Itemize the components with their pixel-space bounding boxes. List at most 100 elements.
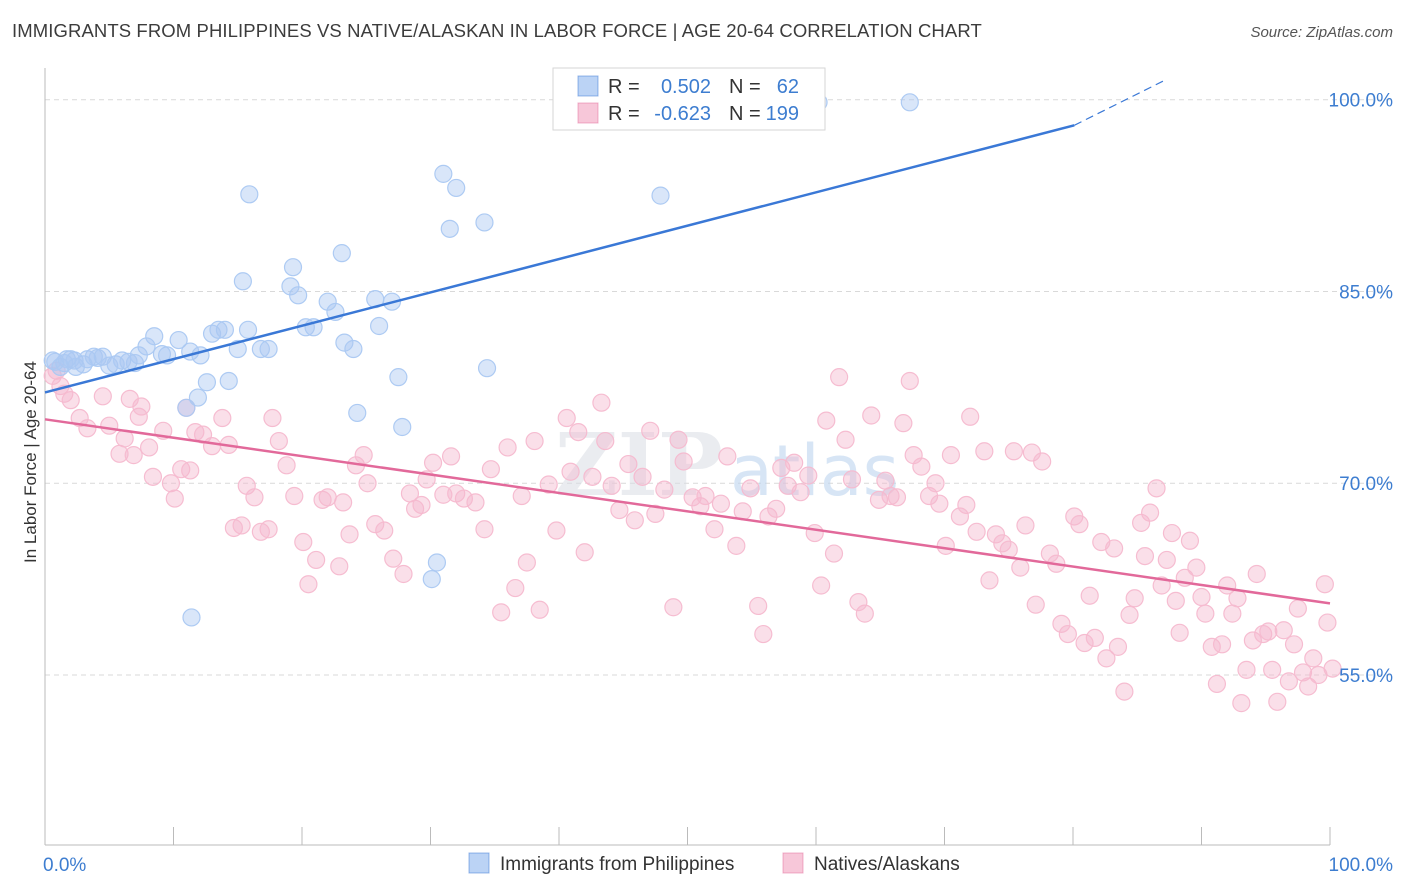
natives-point-111 bbox=[812, 576, 831, 595]
y-tick-label-0: 100.0% bbox=[1329, 91, 1394, 112]
natives-point-175 bbox=[1187, 558, 1206, 577]
natives-point-61 bbox=[454, 489, 474, 508]
natives-point-40 bbox=[307, 550, 326, 570]
natives-point-135 bbox=[961, 407, 980, 426]
philippines-points bbox=[43, 93, 919, 627]
natives-point-90 bbox=[669, 430, 688, 449]
philippines-trend-line bbox=[44, 124, 1075, 394]
legend-n-label-1: N = bbox=[729, 103, 761, 125]
natives-point-109 bbox=[799, 466, 818, 485]
natives-point-161 bbox=[1115, 682, 1134, 701]
natives-point-38 bbox=[294, 532, 313, 552]
natives-point-19 bbox=[165, 489, 184, 508]
axes bbox=[44, 68, 1331, 846]
natives-point-124 bbox=[894, 414, 913, 433]
natives-point-142 bbox=[1004, 442, 1023, 461]
natives-point-174 bbox=[1180, 531, 1200, 550]
natives-point-16 bbox=[143, 467, 163, 486]
legend-r-value-0: 0.502 bbox=[661, 76, 711, 98]
natives-point-151 bbox=[1058, 624, 1077, 644]
natives-point-139 bbox=[986, 525, 1006, 544]
philippines-point-31 bbox=[209, 320, 228, 339]
natives-point-155 bbox=[1080, 586, 1099, 605]
natives-point-82 bbox=[610, 500, 629, 520]
natives-point-162 bbox=[1120, 605, 1139, 625]
natives-point-42 bbox=[318, 488, 337, 507]
natives-point-66 bbox=[498, 438, 517, 457]
natives-point-158 bbox=[1097, 649, 1116, 668]
legend-n-value-0: 62 bbox=[777, 76, 799, 98]
y-axis-title: In Labor Force | Age 20-64 bbox=[21, 361, 40, 563]
natives-point-101 bbox=[749, 596, 768, 616]
philippines-point-50 bbox=[348, 403, 367, 423]
natives-point-125 bbox=[900, 371, 919, 391]
natives-point-14 bbox=[132, 397, 151, 416]
natives-point-118 bbox=[855, 604, 874, 623]
philippines-point-38 bbox=[251, 339, 270, 359]
natives-point-80 bbox=[596, 431, 615, 451]
natives-point-69 bbox=[517, 553, 536, 572]
natives-point-112 bbox=[817, 411, 836, 430]
chart-title: IMMIGRANTS FROM PHILIPPINES VS NATIVE/AL… bbox=[12, 20, 982, 41]
philippines-point-56 bbox=[422, 570, 441, 589]
trend-lines bbox=[44, 78, 1331, 605]
natives-point-88 bbox=[655, 480, 674, 499]
series-legend-label-0: Immigrants from Philippines bbox=[500, 854, 734, 875]
natives-point-72 bbox=[539, 475, 558, 494]
natives-point-34 bbox=[263, 408, 282, 428]
natives-point-15 bbox=[139, 438, 159, 457]
natives-point-160 bbox=[1108, 637, 1128, 656]
x-tick-labels: 0.0% 100.0% bbox=[43, 855, 1393, 876]
natives-point-186 bbox=[1243, 631, 1263, 650]
series-legend: Immigrants from Philippines Natives/Alask… bbox=[468, 852, 960, 875]
natives-point-127 bbox=[912, 457, 931, 476]
philippines-point-52 bbox=[370, 316, 389, 336]
natives-point-159 bbox=[1105, 539, 1124, 558]
natives-point-96 bbox=[711, 494, 731, 513]
natives-point-93 bbox=[691, 497, 710, 516]
natives-point-184 bbox=[1232, 694, 1251, 713]
natives-point-179 bbox=[1207, 674, 1227, 694]
natives-point-185 bbox=[1237, 660, 1256, 679]
philippines-point-48 bbox=[335, 333, 354, 352]
natives-point-102 bbox=[754, 624, 773, 644]
philippines-point-20 bbox=[145, 327, 164, 346]
natives-point-84 bbox=[625, 511, 644, 530]
natives-point-91 bbox=[674, 452, 693, 471]
natives-point-37 bbox=[285, 486, 304, 506]
natives-point-50 bbox=[375, 521, 394, 540]
source-label: Source: ZipAtlas.com bbox=[1250, 24, 1393, 41]
natives-point-169 bbox=[1157, 550, 1176, 570]
natives-point-55 bbox=[412, 495, 431, 515]
natives-point-6 bbox=[78, 419, 97, 438]
philippines-point-47 bbox=[332, 244, 351, 263]
natives-point-177 bbox=[1196, 604, 1215, 623]
natives-point-153 bbox=[1070, 515, 1089, 534]
natives-point-89 bbox=[664, 598, 683, 617]
natives-point-95 bbox=[705, 520, 724, 539]
natives-point-180 bbox=[1212, 635, 1232, 654]
natives-point-8 bbox=[100, 416, 119, 435]
natives-point-188 bbox=[1254, 624, 1273, 644]
natives-point-147 bbox=[1033, 452, 1052, 471]
philippines-point-49 bbox=[344, 339, 363, 359]
natives-point-63 bbox=[475, 520, 494, 539]
natives-point-190 bbox=[1263, 660, 1282, 679]
natives-point-189 bbox=[1259, 622, 1278, 641]
natives-point-134 bbox=[957, 495, 976, 515]
natives-point-150 bbox=[1052, 614, 1071, 633]
natives-point-166 bbox=[1140, 503, 1160, 522]
natives-point-110 bbox=[805, 523, 824, 543]
philippines-point-32 bbox=[215, 320, 234, 339]
series-legend-swatch-0 bbox=[468, 852, 490, 874]
natives-point-45 bbox=[340, 525, 359, 544]
natives-point-39 bbox=[299, 575, 318, 594]
natives-point-35 bbox=[269, 431, 288, 451]
natives-point-113 bbox=[824, 544, 844, 563]
natives-point-121 bbox=[876, 471, 895, 490]
philippines-point-45 bbox=[318, 292, 337, 311]
natives-point-154 bbox=[1075, 633, 1094, 653]
natives-point-5 bbox=[70, 408, 89, 428]
natives-point-115 bbox=[836, 430, 855, 449]
